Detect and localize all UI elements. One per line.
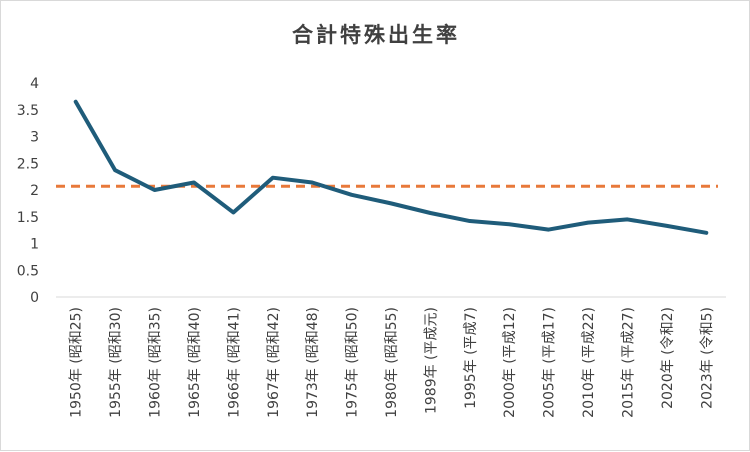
y-tick-label: 3.5 bbox=[17, 103, 39, 119]
y-tick-label: 1 bbox=[30, 237, 39, 253]
y-tick-label: 2.5 bbox=[17, 156, 39, 172]
y-tick-label: 0.5 bbox=[17, 263, 39, 279]
x-tick-label: 1966年 (昭和41) bbox=[226, 307, 242, 418]
x-tick-label: 1989年 (平成元) bbox=[423, 307, 439, 414]
x-tick-label: 1995年 (平成7) bbox=[463, 307, 479, 409]
x-tick-label: 1960年 (昭和35) bbox=[148, 307, 164, 418]
x-tick-label: 1955年 (昭和30) bbox=[108, 307, 124, 418]
x-tick-label: 1965年 (昭和40) bbox=[187, 307, 203, 418]
x-tick-label: 1967年 (昭和42) bbox=[266, 307, 282, 418]
x-tick-label: 2015年 (平成27) bbox=[620, 307, 636, 418]
x-tick-label: 2000年 (平成12) bbox=[502, 307, 518, 418]
y-tick-label: 2 bbox=[30, 183, 39, 199]
y-tick-label: 1.5 bbox=[17, 210, 39, 226]
y-tick-label: 3 bbox=[30, 130, 39, 146]
x-tick-label: 2023年 (令和5) bbox=[699, 307, 715, 409]
x-tick-label: 1980年 (昭和55) bbox=[384, 307, 400, 418]
x-tick-label: 1973年 (昭和48) bbox=[305, 307, 321, 418]
x-tick-label: 1950年 (昭和25) bbox=[69, 307, 85, 418]
x-tick-label: 2005年 (平成17) bbox=[542, 307, 558, 418]
x-tick-label: 2010年 (平成22) bbox=[581, 307, 597, 418]
y-tick-label: 4 bbox=[30, 76, 39, 92]
series-line bbox=[76, 102, 707, 233]
y-tick-label: 0 bbox=[30, 290, 39, 306]
x-tick-label: 2020年 (令和2) bbox=[660, 307, 676, 409]
x-tick-label: 1975年 (昭和50) bbox=[345, 307, 361, 418]
